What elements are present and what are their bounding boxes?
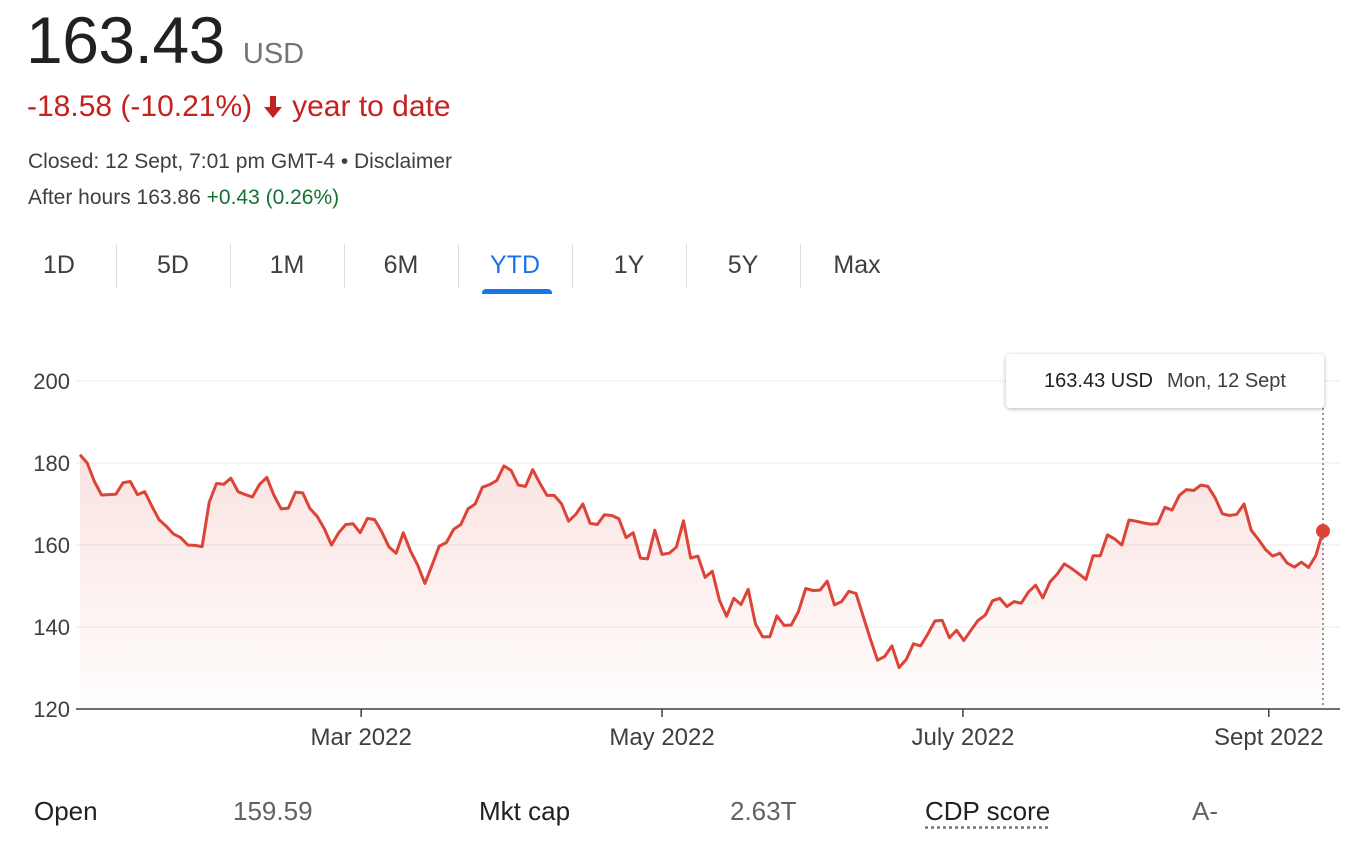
tab-1y[interactable]: 1Y xyxy=(572,242,686,288)
price-row: 163.43 USD xyxy=(26,2,304,78)
current-price: 163.43 xyxy=(26,3,225,77)
y-tick-label: 140 xyxy=(33,615,70,640)
tab-6m[interactable]: 6M xyxy=(344,242,458,288)
closed-info: Closed: 12 Sept, 7:01 pm GMT-4 • Disclai… xyxy=(28,150,452,174)
y-tick-label: 180 xyxy=(33,451,70,476)
tab-5y[interactable]: 5Y xyxy=(686,242,800,288)
ytd-change: -18.58 (-10.21%) year to date xyxy=(27,90,451,124)
disclaimer-link[interactable]: Disclaimer xyxy=(354,150,453,173)
after-hours-change: +0.43 (0.26%) xyxy=(206,186,340,209)
tab-ytd[interactable]: YTD xyxy=(458,242,572,294)
change-period: year to date xyxy=(292,90,451,123)
closed-text: Closed: 12 Sept, 7:01 pm GMT-4 xyxy=(28,150,335,173)
tab-1d[interactable]: 1D xyxy=(43,250,75,279)
x-tick-label: Sept 2022 xyxy=(1214,724,1323,751)
range-tabs: 1D 5D 1M 6M YTD 1Y 5Y Max xyxy=(2,242,914,294)
y-tick-label: 200 xyxy=(33,369,70,394)
tooltip-date: Mon, 12 Sept xyxy=(1167,369,1286,392)
tab-1m[interactable]: 1M xyxy=(230,242,344,288)
after-hours-label: After hours 163.86 xyxy=(28,186,201,209)
current-price-point xyxy=(1316,524,1330,539)
price-area xyxy=(80,454,1323,709)
stat-label-cdp-score[interactable]: CDP score xyxy=(925,796,1051,826)
stat-label-mkt-cap: Mkt cap xyxy=(479,796,571,826)
x-axis: Mar 2022 May 2022 July 2022 Sept 2022 xyxy=(310,709,1323,751)
separator-dot: • xyxy=(334,150,355,173)
stats-row: Open 159.59 Mkt cap 2.63T CDP score A- xyxy=(0,796,1352,836)
chart-tooltip: 163.43 USD Mon, 12 Sept xyxy=(1006,354,1324,408)
tooltip-value: 163.43 USD xyxy=(1044,369,1153,392)
y-tick-label: 160 xyxy=(33,533,70,558)
tab-5d[interactable]: 5D xyxy=(116,242,230,288)
stat-value-mkt-cap: 2.63T xyxy=(730,796,797,826)
price-line xyxy=(78,453,1325,670)
stat-value-open: 159.59 xyxy=(233,796,313,826)
x-tick-label: May 2022 xyxy=(609,724,714,751)
change-value: -18.58 (-10.21%) xyxy=(27,90,253,123)
arrow-down-icon xyxy=(264,96,283,118)
currency-label: USD xyxy=(242,38,305,70)
x-tick-label: July 2022 xyxy=(912,724,1015,751)
after-hours-info: After hours 163.86 +0.43 (0.26%) xyxy=(28,186,339,210)
stat-value-cdp-score: A- xyxy=(1192,796,1218,826)
y-tick-label: 120 xyxy=(33,697,70,722)
y-axis: 200 180 160 140 120 xyxy=(33,369,70,722)
price-chart[interactable]: 200 180 160 140 120 Mar 2022 May 2022 July 202… xyxy=(0,340,1352,760)
tab-max[interactable]: Max xyxy=(800,242,914,288)
stat-label-open: Open xyxy=(34,796,98,826)
x-tick-label: Mar 2022 xyxy=(310,724,411,751)
